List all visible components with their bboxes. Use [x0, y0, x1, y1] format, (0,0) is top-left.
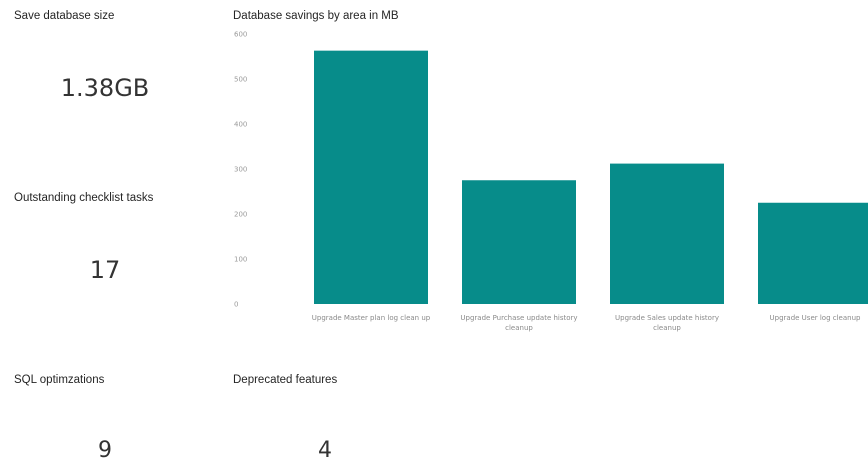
x-tick-label: cleanup — [505, 324, 533, 332]
x-tick-label: Upgrade User log cleanup — [770, 314, 861, 322]
sql-title: SQL optimzations — [14, 374, 105, 386]
y-tick-label: 600 — [234, 31, 247, 39]
bar — [610, 163, 724, 304]
chart-title: Database savings by area in MB — [233, 10, 399, 22]
checklist-title: Outstanding checklist tasks — [14, 192, 154, 204]
bar — [758, 202, 868, 304]
y-tick-label: 200 — [234, 211, 247, 219]
bar — [314, 50, 428, 305]
y-tick-label: 500 — [234, 76, 247, 84]
bar — [462, 180, 576, 304]
y-tick-label: 100 — [234, 256, 247, 264]
bar-chart: 0 100 200 300 400 500 600 Upgrade Master plan l… — [234, 31, 868, 332]
db-size-value: 1.38GB — [60, 74, 150, 102]
deprecated-title: Deprecated features — [233, 374, 338, 386]
x-tick-label: Upgrade Sales update history — [615, 314, 719, 322]
db-size-title: Save database size — [14, 10, 115, 22]
x-tick-label: Upgrade Master plan log clean up — [312, 314, 431, 322]
deprecated-value: 4 — [318, 438, 332, 463]
y-tick-label: 300 — [234, 166, 247, 174]
y-tick-label: 0 — [234, 301, 238, 309]
x-tick-label: Upgrade Purchase update history — [460, 314, 577, 322]
sql-value: 9 — [98, 438, 112, 463]
x-tick-label: cleanup — [653, 324, 681, 332]
checklist-value: 17 — [89, 256, 121, 284]
y-tick-label: 400 — [234, 121, 247, 129]
